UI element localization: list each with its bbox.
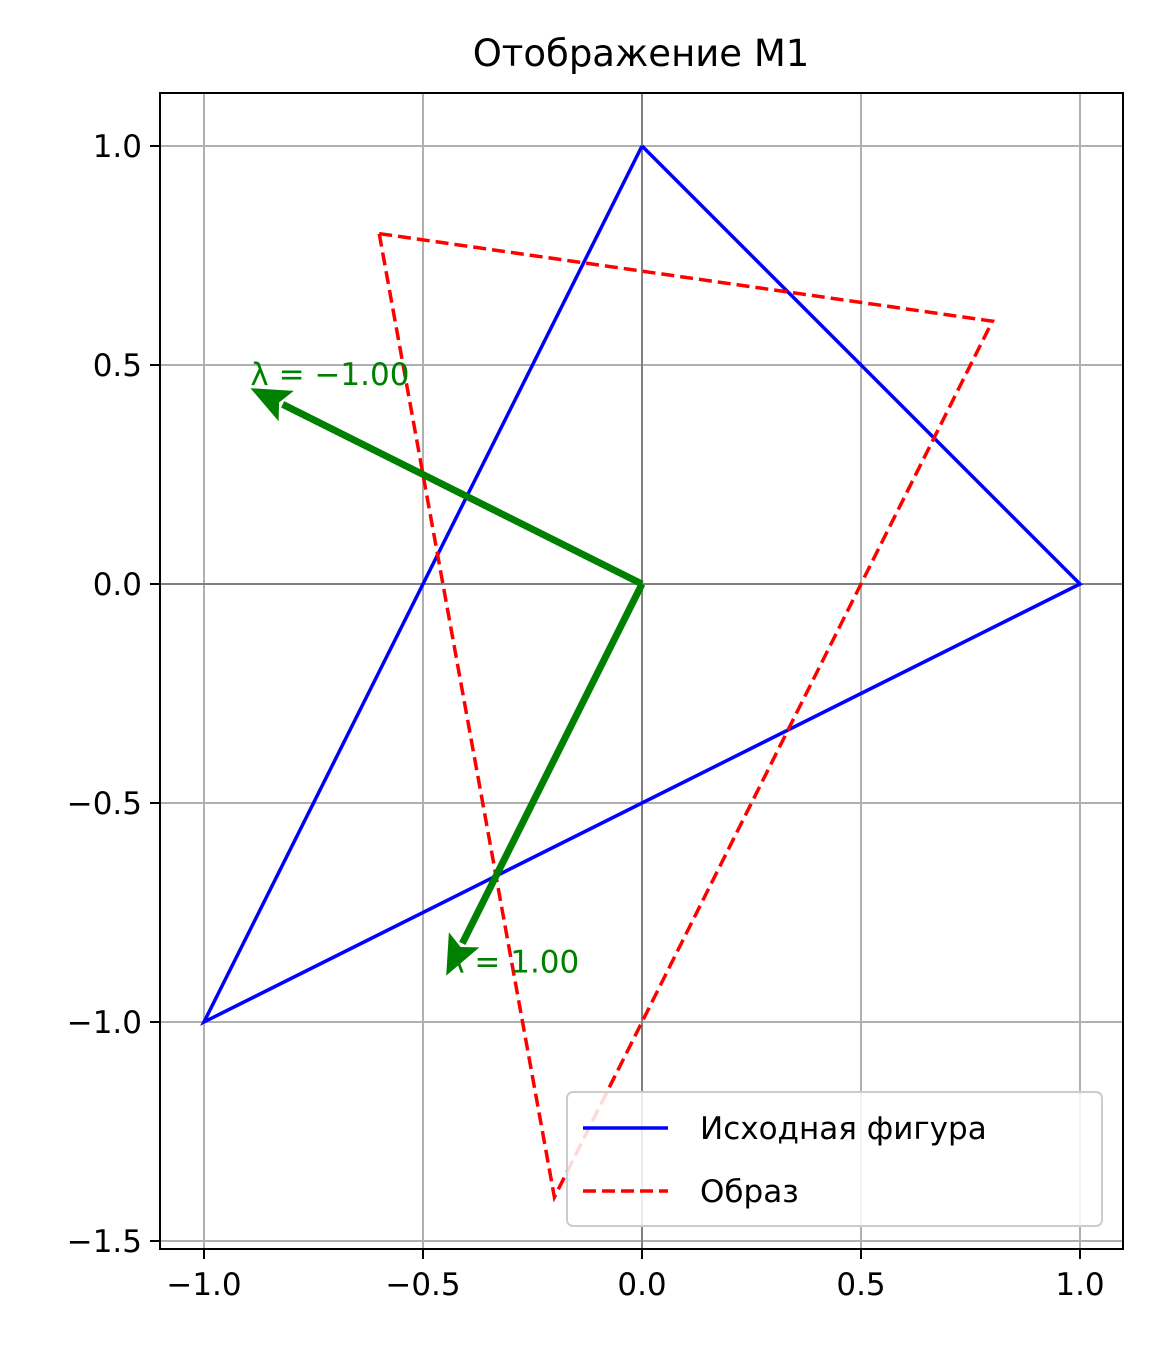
chart-title: Отображение M1 xyxy=(473,32,810,75)
series-line-0 xyxy=(200,144,1083,1026)
legend-label-0: Исходная фигура xyxy=(700,1111,987,1147)
y-tick-label-5: −1.5 xyxy=(67,1224,142,1260)
zero-axes xyxy=(160,93,1123,1249)
series-layer xyxy=(200,144,1083,1203)
eigenvector-shaft-0 xyxy=(281,401,644,588)
x-tick-label-0: −1.0 xyxy=(166,1267,241,1303)
y-tick-label-3: −0.5 xyxy=(67,786,142,822)
y-tick-label-1: 0.5 xyxy=(93,348,142,384)
tick-layer: −1.0 −0.5 0.0 0.5 1.0 1.0 0.5 0.0 −0.5 −1.0 −1.5 xyxy=(67,129,1105,1303)
x-tick-label-4: 1.0 xyxy=(1055,1267,1104,1303)
y-tick-label-0: 1.0 xyxy=(93,129,142,165)
legend: Исходная фигура Образ xyxy=(566,1091,1103,1227)
y-tick-label-2: 0.0 xyxy=(93,567,142,603)
eigenvector-head-0 xyxy=(250,388,294,422)
eigenvector-shaft-1 xyxy=(459,582,646,945)
eigenvector-head-1 xyxy=(446,932,480,976)
legend-box xyxy=(566,1091,1103,1227)
eigenvector-label-1: λ = 1.00 xyxy=(446,945,579,981)
eigenvector-layer: λ = −1.00 λ = 1.00 xyxy=(250,357,646,981)
x-tick-label-3: 0.5 xyxy=(836,1267,885,1303)
x-tick-label-1: −0.5 xyxy=(385,1267,460,1303)
y-tick-label-4: −1.0 xyxy=(67,1005,142,1041)
x-tick-label-2: 0.0 xyxy=(617,1267,666,1303)
legend-label-1: Образ xyxy=(700,1174,799,1210)
eigenvector-label-0: λ = −1.00 xyxy=(250,357,409,393)
series-line-1 xyxy=(377,231,996,1203)
